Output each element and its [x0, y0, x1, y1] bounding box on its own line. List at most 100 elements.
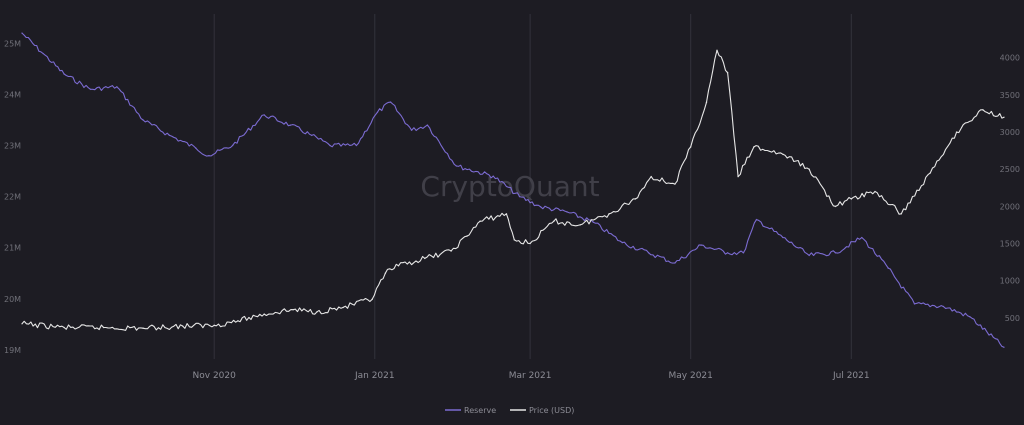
data-point [213, 324, 215, 327]
data-point [913, 303, 916, 305]
data-point [592, 221, 595, 223]
series-layer [21, 32, 1005, 349]
y-right-tick-label: 4000 [1000, 54, 1020, 63]
series-line-reserve [21, 32, 1005, 348]
y-axis-left: 19M 20M 21M 22M 23M 24M 25M [4, 39, 21, 355]
data-point [263, 313, 266, 315]
y-left-tick-label: 20M [4, 295, 21, 304]
data-point [21, 32, 23, 34]
data-point [384, 272, 387, 275]
y-right-tick-label: 3000 [1000, 128, 1020, 137]
data-point [513, 239, 516, 241]
y-right-tick-label: 2500 [1000, 165, 1020, 174]
x-tick-label: Jan 2021 [354, 371, 395, 381]
data-point [834, 205, 837, 208]
y-left-tick-label: 23M [4, 142, 21, 151]
data-point [539, 206, 542, 208]
data-point [782, 153, 784, 156]
data-point [263, 114, 266, 116]
data-point [1003, 116, 1005, 118]
data-point [726, 71, 729, 74]
y-left-tick-label: 22M [4, 193, 21, 202]
legend-label: Price (USD) [529, 406, 574, 415]
data-point [231, 144, 234, 147]
data-point [634, 198, 637, 200]
data-point [142, 119, 144, 121]
data-point [737, 175, 739, 178]
data-point [969, 315, 971, 318]
data-point [621, 241, 624, 244]
legend[interactable]: Reserve Price (USD) [445, 406, 574, 415]
y-right-tick-label: 1500 [1000, 240, 1020, 249]
grid [213, 14, 852, 359]
data-point [742, 252, 745, 254]
data-point [518, 195, 521, 198]
data-point [647, 252, 650, 254]
y-left-tick-label: 19M [4, 346, 21, 355]
x-tick-label: Jul 2021 [832, 371, 870, 381]
x-axis: Nov 2020 Jan 2021 Mar 2021 May 2021 Jul 2021 [193, 371, 870, 381]
legend-item-reserve[interactable]: Reserve [445, 406, 496, 415]
data-point [689, 146, 692, 148]
data-point [982, 109, 984, 111]
y-axis-right: 500 1000 1500 2000 2500 3000 3500 4000 [1000, 54, 1020, 323]
data-point [355, 144, 358, 147]
data-point [492, 175, 495, 177]
data-point [753, 146, 755, 148]
data-point [674, 183, 676, 185]
x-tick-label: May 2021 [669, 371, 713, 381]
y-left-tick-label: 24M [4, 90, 21, 99]
data-point [726, 252, 729, 254]
data-point [861, 236, 863, 239]
data-point [310, 134, 313, 137]
y-right-tick-label: 500 [1005, 314, 1020, 323]
data-point [929, 172, 932, 174]
data-point [316, 311, 318, 313]
data-point [397, 265, 400, 267]
data-point [63, 326, 65, 329]
data-point [716, 49, 718, 52]
data-point [89, 88, 92, 91]
data-point [21, 323, 23, 325]
data-point [376, 111, 379, 114]
data-point [1003, 346, 1005, 349]
data-point [237, 320, 239, 322]
data-point [466, 235, 468, 237]
data-point [505, 213, 508, 215]
data-point [705, 101, 708, 104]
data-point [371, 298, 374, 301]
data-point [208, 154, 210, 157]
data-point [529, 242, 531, 245]
data-point [342, 306, 345, 309]
data-point [450, 250, 452, 252]
data-point [700, 244, 702, 246]
data-point [479, 220, 481, 222]
data-point [808, 168, 810, 170]
data-point [887, 267, 889, 269]
data-point [168, 134, 171, 137]
data-point [608, 213, 610, 215]
data-point [116, 86, 118, 88]
data-point [195, 147, 197, 149]
data-point [426, 124, 429, 126]
data-point [42, 52, 44, 55]
data-point [289, 124, 292, 126]
data-point [424, 257, 426, 260]
data-point [674, 262, 676, 264]
data-point [553, 220, 555, 222]
data-point [808, 254, 810, 257]
data-point [579, 224, 581, 226]
x-tick-label: Nov 2020 [193, 371, 237, 381]
data-point [942, 305, 945, 308]
data-point [63, 73, 65, 75]
data-point [874, 190, 876, 193]
data-point [850, 198, 853, 200]
y-left-tick-label: 25M [4, 39, 21, 48]
data-point [955, 131, 958, 133]
y-right-tick-label: 1000 [1000, 277, 1020, 286]
legend-item-price[interactable]: Price (USD) [510, 406, 574, 415]
data-point [834, 252, 837, 254]
data-point [900, 213, 903, 215]
data-point [292, 308, 295, 311]
